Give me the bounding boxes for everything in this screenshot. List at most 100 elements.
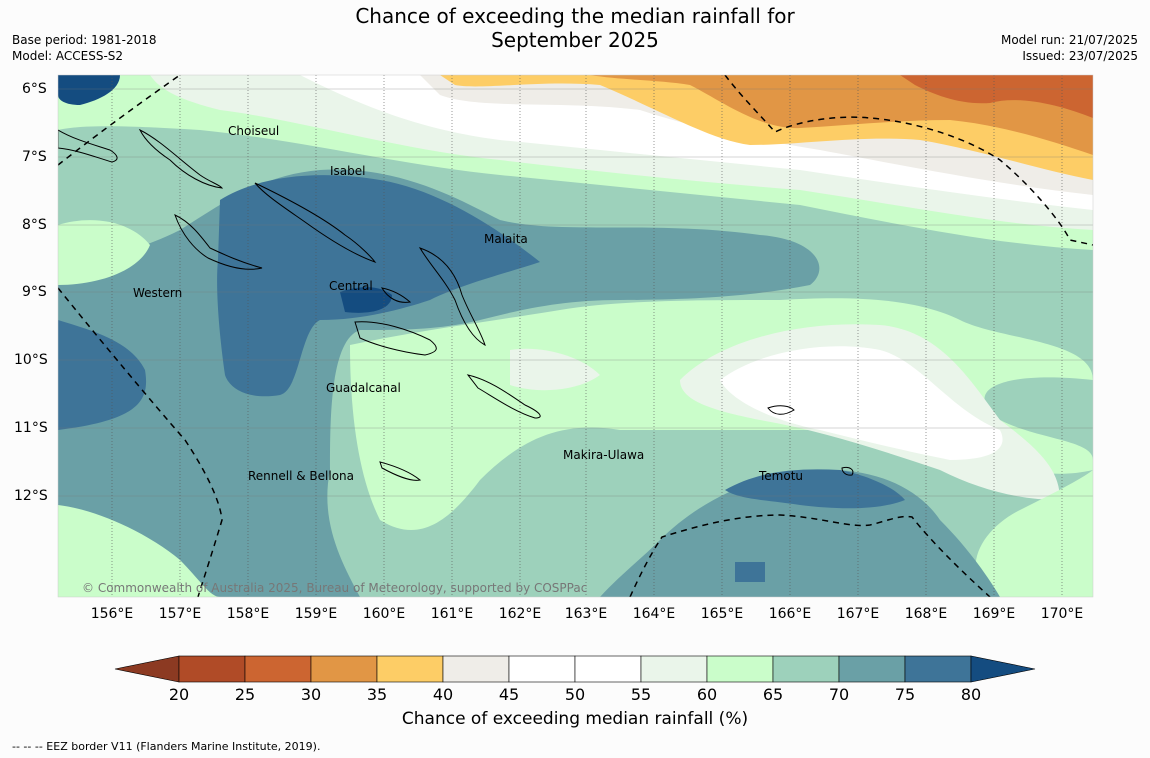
colorbar-tick: 65 bbox=[762, 685, 784, 704]
base-period: Base period: 1981-2018 bbox=[12, 33, 157, 47]
colorbar-tick: 45 bbox=[498, 685, 520, 704]
makira-island bbox=[466, 374, 541, 419]
lon-label: 170°E bbox=[1040, 606, 1084, 622]
lon-label: 157°E bbox=[158, 606, 202, 622]
cb-20-25 bbox=[178, 655, 246, 683]
coastlines bbox=[58, 128, 854, 481]
lat-lines bbox=[58, 88, 1093, 497]
cb-50-55 bbox=[574, 655, 642, 683]
cb-25-30 bbox=[244, 655, 312, 683]
lat-label: 8°S bbox=[22, 217, 47, 233]
map-panel bbox=[58, 75, 1093, 597]
zone-80-plus-central bbox=[340, 287, 392, 313]
zone-80-plus-nw bbox=[58, 75, 120, 105]
isabel-island bbox=[254, 182, 377, 264]
zone-60-65-sw bbox=[58, 505, 220, 597]
region-label-makira-ulawa: Makira-Ulawa bbox=[563, 448, 645, 462]
region-label-malaita: Malaita bbox=[484, 232, 528, 246]
meta-right: Model run: 21/07/2025 Issued: 23/07/2025 bbox=[1001, 32, 1138, 64]
lat-label: 12°S bbox=[14, 488, 48, 504]
lon-label: 161°E bbox=[430, 606, 474, 622]
guadalcanal-island bbox=[354, 321, 437, 356]
zone-75-80-sw bbox=[58, 320, 147, 430]
malaita-island bbox=[418, 247, 486, 347]
lon-label: 165°E bbox=[700, 606, 744, 622]
lon-label: 164°E bbox=[632, 606, 676, 622]
lon-label: 168°E bbox=[904, 606, 948, 622]
colorbar-low-arrow bbox=[114, 655, 180, 683]
lat-label: 7°S bbox=[22, 149, 47, 165]
region-label-isabel: Isabel bbox=[330, 164, 366, 178]
eez-footnote: -- -- -- EEZ border V11 (Flanders Marine… bbox=[12, 740, 321, 753]
region-label-western: Western bbox=[133, 286, 183, 300]
region-label-rennell-bellona: Rennell & Bellona bbox=[248, 469, 355, 483]
lon-label: 156°E bbox=[90, 606, 134, 622]
zone-45-55-central bbox=[720, 346, 1003, 460]
zone-75-80-south bbox=[725, 469, 905, 509]
lon-label: 166°E bbox=[768, 606, 812, 622]
colorbar-title: Chance of exceeding median rainfall (%) bbox=[401, 709, 749, 729]
colorbar-tick: 35 bbox=[366, 685, 388, 704]
zone-60-65-west bbox=[58, 220, 150, 285]
colorbar-tick: 60 bbox=[696, 685, 718, 704]
region-label-central: Central bbox=[329, 279, 373, 293]
model-name: Model: ACCESS-S2 bbox=[12, 49, 124, 63]
cb-35-40 bbox=[376, 655, 444, 683]
lat-label: 10°S bbox=[14, 352, 48, 368]
colorbar-tick: 30 bbox=[300, 685, 322, 704]
lon-label: 160°E bbox=[362, 606, 406, 622]
choiseul-island bbox=[138, 128, 224, 189]
lon-label: 159°E bbox=[294, 606, 338, 622]
region-label-guadalcanal: Guadalcanal bbox=[326, 381, 401, 395]
issued-date: Issued: 23/07/2025 bbox=[1022, 49, 1138, 63]
model-run: Model run: 21/07/2025 bbox=[1000, 33, 1138, 47]
temotu-island bbox=[841, 467, 854, 476]
cb-75-80 bbox=[904, 655, 972, 683]
colorbar bbox=[114, 655, 1036, 683]
colorbar-tick: 55 bbox=[630, 685, 652, 704]
lon-label: 158°E bbox=[226, 606, 270, 622]
colorbar-high-arrow bbox=[970, 655, 1036, 683]
lon-label: 162°E bbox=[498, 606, 542, 622]
copyright-notice: © Commonwealth of Australia 2025, Bureau… bbox=[82, 581, 588, 595]
cb-40-45 bbox=[442, 655, 510, 683]
cb-55-60 bbox=[640, 655, 708, 683]
region-label-choiseul: Choiseul bbox=[228, 124, 280, 138]
lon-label: 163°E bbox=[564, 606, 608, 622]
title-line-2: September 2025 bbox=[491, 28, 659, 52]
meta-left: Base period: 1981-2018 Model: ACCESS-S2 bbox=[12, 32, 157, 64]
grid-lines bbox=[111, 75, 1063, 597]
cb-60-65 bbox=[706, 655, 774, 683]
colorbar-tick: 80 bbox=[960, 685, 982, 704]
colorbar-tick: 50 bbox=[564, 685, 586, 704]
lon-label: 167°E bbox=[836, 606, 880, 622]
cb-30-35 bbox=[310, 655, 378, 683]
colorbar-tick: 20 bbox=[168, 685, 190, 704]
bougainville-coast bbox=[58, 129, 118, 163]
region-label-temotu: Temotu bbox=[759, 469, 804, 483]
lat-label: 9°S bbox=[22, 284, 47, 300]
map-title: Chance of exceeding the median rainfall … bbox=[0, 4, 1150, 52]
lon-label: 169°E bbox=[972, 606, 1016, 622]
colorbar-tick: 75 bbox=[894, 685, 916, 704]
zone-75-80-west bbox=[217, 175, 540, 397]
cb-45-50 bbox=[508, 655, 576, 683]
lat-label: 6°S bbox=[22, 81, 47, 97]
colorbar-tick: 70 bbox=[828, 685, 850, 704]
colorbar-tick: 40 bbox=[432, 685, 454, 704]
zone-60-65-se bbox=[975, 470, 1093, 597]
central-islands bbox=[380, 287, 412, 303]
western-islands bbox=[174, 214, 263, 270]
zone-25-30 bbox=[900, 75, 1093, 118]
colorbar-tick: 25 bbox=[234, 685, 256, 704]
lat-label: 11°S bbox=[14, 420, 48, 436]
eez-borders bbox=[58, 75, 1093, 597]
title-line-1: Chance of exceeding the median rainfall … bbox=[355, 4, 795, 28]
zone-75-80-south-small bbox=[735, 562, 765, 582]
zone-55-60-guad bbox=[510, 348, 600, 391]
santa-cruz-island bbox=[767, 405, 795, 415]
rennell-island bbox=[379, 461, 422, 481]
cb-65-70 bbox=[772, 655, 840, 683]
cb-70-75 bbox=[838, 655, 906, 683]
